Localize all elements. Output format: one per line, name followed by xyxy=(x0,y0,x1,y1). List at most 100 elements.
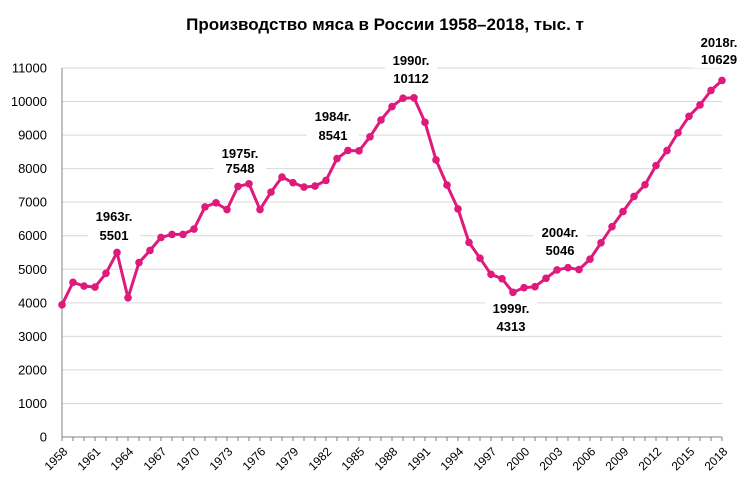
data-point xyxy=(476,254,484,263)
y-tick-label: 3000 xyxy=(18,329,47,344)
data-point xyxy=(652,161,660,170)
y-tick-label: 11000 xyxy=(12,61,47,76)
annotation-value: 5046 xyxy=(546,243,575,258)
data-point xyxy=(410,93,418,102)
series-layer xyxy=(58,76,726,309)
x-tick-label: 1958 xyxy=(42,444,71,473)
data-point xyxy=(707,86,715,95)
data-point xyxy=(575,265,583,274)
data-point xyxy=(201,203,209,211)
data-point xyxy=(223,205,231,214)
annotation-year: 2018г. xyxy=(701,35,738,50)
annotation-year: 1963г. xyxy=(96,209,133,224)
x-tick-label: 2009 xyxy=(603,444,632,473)
data-point xyxy=(674,128,682,137)
data-point xyxy=(366,132,374,141)
y-tick-label: 8000 xyxy=(18,161,47,176)
annotation-value: 4313 xyxy=(497,319,526,334)
x-tick-label: 2006 xyxy=(570,444,599,473)
y-tick-label: 0 xyxy=(40,430,47,445)
data-point xyxy=(520,283,528,292)
y-axis-tick-labels: 0 1000 2000 3000 4000 5000 6000 7000 8000 9000 100… xyxy=(11,61,47,445)
data-point xyxy=(91,283,99,291)
series-line xyxy=(60,79,724,306)
data-point xyxy=(179,230,187,239)
data-point xyxy=(311,182,319,190)
data-point xyxy=(300,183,308,191)
x-tick-label: 1991 xyxy=(405,444,434,473)
data-point xyxy=(685,112,693,121)
data-point xyxy=(388,102,396,111)
x-tick-label: 2015 xyxy=(669,444,698,473)
annotation-year: 2004г. xyxy=(542,225,579,240)
annotation-background xyxy=(693,34,745,68)
data-point xyxy=(509,288,517,297)
data-point xyxy=(597,238,605,247)
annotation-background xyxy=(485,300,537,335)
x-tick-label: 2018 xyxy=(702,444,731,473)
data-point xyxy=(531,282,539,291)
annotation-background xyxy=(534,224,586,259)
x-tick-label: 2003 xyxy=(537,444,566,473)
data-point xyxy=(190,225,198,233)
data-point xyxy=(487,270,495,279)
x-tick-label: 1997 xyxy=(471,444,500,473)
data-point xyxy=(168,230,176,239)
data-point xyxy=(289,178,297,187)
data-point xyxy=(432,156,440,164)
data-point xyxy=(377,116,385,124)
data-point xyxy=(113,248,121,257)
x-tick-label: 1970 xyxy=(174,444,203,473)
annotation-value: 10629 xyxy=(701,52,737,67)
annotation-year: 1984г. xyxy=(315,109,352,124)
annotation-value: 8541 xyxy=(319,128,348,143)
data-point xyxy=(146,246,154,255)
annotation-value: 5501 xyxy=(100,228,129,243)
x-tick-label: 1964 xyxy=(108,444,137,473)
data-point xyxy=(454,205,462,213)
data-point xyxy=(267,188,275,196)
annotation-value: 7548 xyxy=(226,161,255,176)
data-point xyxy=(399,94,407,102)
chart-title: Производство мяса в России 1958–2018, ты… xyxy=(186,15,584,34)
data-point xyxy=(157,233,165,242)
y-tick-label: 9000 xyxy=(18,128,47,143)
annotations-layer: 1963г. 5501 1975г.7548 1984г. 8541 1990г. 1011… xyxy=(88,34,745,335)
data-point xyxy=(333,154,341,163)
y-tick-label: 10000 xyxy=(11,94,47,109)
x-tick-label: 1994 xyxy=(438,444,467,473)
data-point xyxy=(663,146,671,155)
data-point xyxy=(80,282,88,290)
x-tick-label: 1982 xyxy=(306,444,335,473)
data-point xyxy=(608,222,616,231)
data-point xyxy=(641,180,649,189)
data-point xyxy=(102,269,110,278)
x-tick-label: 1979 xyxy=(273,444,302,473)
data-point xyxy=(498,274,506,283)
y-tick-label: 4000 xyxy=(18,295,47,310)
axes xyxy=(61,68,723,441)
y-tick-label: 7000 xyxy=(18,195,47,210)
data-point xyxy=(421,118,429,127)
data-point xyxy=(355,147,363,155)
data-point xyxy=(58,301,66,309)
data-point xyxy=(256,205,264,214)
data-point xyxy=(234,182,242,191)
data-point xyxy=(322,176,330,185)
data-point xyxy=(586,255,594,264)
data-point xyxy=(542,274,550,283)
x-tick-label: 1976 xyxy=(240,444,269,473)
annotation-value: 10112 xyxy=(393,71,428,86)
data-point xyxy=(630,192,638,201)
x-tick-label: 1973 xyxy=(207,444,236,473)
data-point xyxy=(278,173,286,181)
annotation-background xyxy=(214,145,266,177)
x-tick-label: 1961 xyxy=(75,444,104,473)
annotation-year: 1990г. xyxy=(393,53,430,68)
y-tick-label: 1000 xyxy=(18,396,47,411)
x-tick-label: 1988 xyxy=(372,444,401,473)
data-point xyxy=(245,179,253,188)
annotation-background xyxy=(385,52,437,87)
data-point xyxy=(135,258,143,267)
